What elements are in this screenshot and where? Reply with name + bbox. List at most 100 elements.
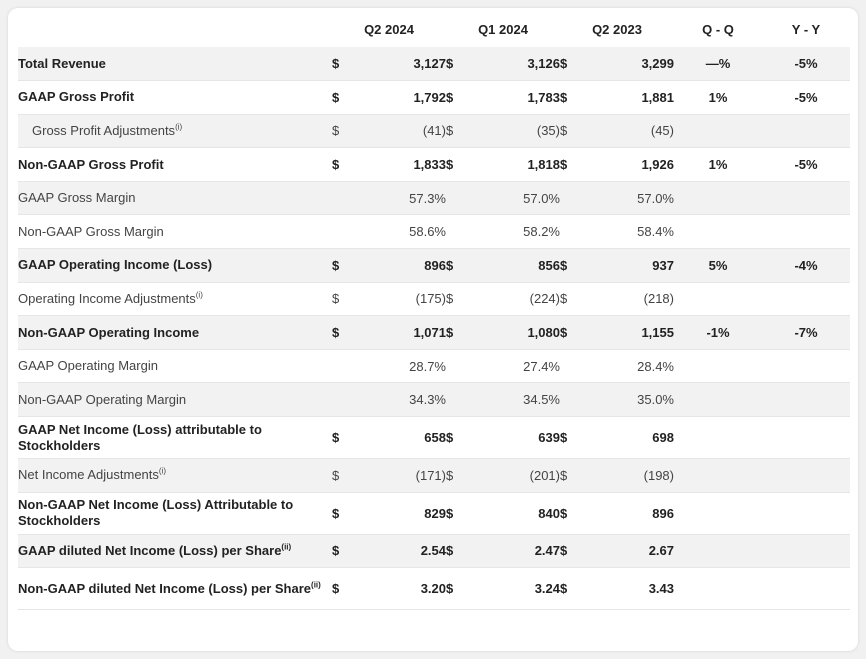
value-q2-2023: 1,926	[590, 147, 674, 182]
value-q2-2024: 34.3%	[362, 382, 446, 418]
currency-q1-2024	[446, 181, 476, 216]
value-q1-2024: 57.0%	[476, 181, 560, 216]
value-q2-2024: 1,071	[362, 315, 446, 350]
change-yy	[762, 534, 850, 569]
currency-q1-2024: $	[446, 492, 476, 535]
table-row: Non-GAAP Operating Margin 34.3% 34.5% 35.0%	[18, 382, 850, 418]
table-row: Non-GAAP Net Income (Loss) Attributable …	[18, 492, 850, 535]
value-q1-2024: 856	[476, 248, 560, 283]
currency-q2-2024: $	[332, 458, 362, 493]
change-qq	[674, 114, 762, 149]
table-row: Non-GAAP Gross Margin 58.6% 58.2% 58.4%	[18, 214, 850, 250]
value-q2-2023: (198)	[590, 458, 674, 493]
currency-q2-2024: $	[332, 282, 362, 317]
value-q2-2024: 829	[362, 492, 446, 535]
currency-q1-2024: $	[446, 567, 476, 611]
currency-q2-2024: $	[332, 47, 362, 82]
row-label: Non-GAAP diluted Net Income (Loss) per S…	[18, 567, 332, 611]
row-label-text: Gross Profit Adjustments	[32, 122, 176, 138]
value-q2-2023: 3.43	[590, 567, 674, 611]
value-q2-2024: (171)	[362, 458, 446, 493]
change-qq: 1%	[674, 147, 762, 182]
value-q1-2024: (35)	[476, 114, 560, 149]
value-q1-2024: 27.4%	[476, 349, 560, 384]
value-q2-2023: 2.67	[590, 534, 674, 569]
value-q1-2024: 1,818	[476, 147, 560, 182]
change-yy	[762, 181, 850, 216]
header-label	[18, 12, 332, 47]
row-label-text: GAAP Operating Income (Loss)	[18, 257, 213, 273]
currency-q2-2024: $	[332, 114, 362, 149]
header-q1-2024: Q1 2024	[478, 22, 528, 37]
table-row: Gross Profit Adjustments(i) $ (41) $ (35) $ (4…	[18, 114, 850, 149]
currency-q1-2024: $	[446, 282, 476, 317]
header-q2-2023: Q2 2023	[592, 22, 642, 37]
value-q2-2023: 698	[590, 416, 674, 460]
value-q2-2023: 3,299	[590, 47, 674, 82]
row-label-text: GAAP Net Income (Loss) attributable to S…	[18, 421, 262, 453]
change-qq: —%	[674, 47, 762, 82]
currency-q1-2024: $	[446, 47, 476, 82]
currency-q1-2024: $	[446, 248, 476, 283]
footnote-marker: (ii)	[281, 542, 292, 552]
currency-q1-2024	[446, 382, 476, 418]
value-q2-2023: 1,155	[590, 315, 674, 350]
value-q2-2023: 1,881	[590, 80, 674, 115]
value-q2-2023: 58.4%	[590, 214, 674, 250]
change-yy	[762, 349, 850, 384]
currency-q2-2024	[332, 382, 362, 418]
value-q1-2024: 2.47	[476, 534, 560, 569]
header-qq: Q - Q	[702, 22, 734, 37]
row-label-text: Net Income Adjustments	[18, 467, 159, 483]
row-label: Non-GAAP Net Income (Loss) Attributable …	[18, 492, 332, 535]
currency-q2-2024	[332, 181, 362, 216]
change-qq	[674, 416, 762, 460]
value-q2-2024: 896	[362, 248, 446, 283]
table-row: GAAP Net Income (Loss) attributable to S…	[18, 416, 850, 460]
value-q1-2024: (201)	[476, 458, 560, 493]
currency-q2-2023	[560, 382, 590, 418]
change-yy: -4%	[762, 248, 850, 283]
financial-summary-card: Q2 2024 Q1 2024 Q2 2023 Q - Q Y - Y Tota…	[8, 8, 858, 651]
row-label-text: GAAP diluted Net Income (Loss) per Share	[18, 542, 282, 558]
change-qq: 5%	[674, 248, 762, 283]
value-q2-2024: (41)	[362, 114, 446, 149]
row-label-text: Non-GAAP Operating Income	[18, 324, 200, 340]
change-yy: -5%	[762, 147, 850, 182]
value-q1-2024: 639	[476, 416, 560, 460]
currency-q2-2023: $	[560, 315, 590, 350]
change-qq	[674, 458, 762, 493]
row-label-text: GAAP Gross Margin	[18, 190, 136, 206]
currency-q2-2023: $	[560, 416, 590, 460]
table-row: GAAP Operating Income (Loss) $896 $856 $937…	[18, 248, 850, 283]
row-label: GAAP Net Income (Loss) attributable to S…	[18, 416, 332, 460]
row-label: GAAP Gross Profit	[18, 80, 332, 115]
financial-summary-table: Q2 2024 Q1 2024 Q2 2023 Q - Q Y - Y Tota…	[18, 12, 850, 611]
footnote-marker: (i)	[175, 122, 183, 132]
value-q1-2024: 1,080	[476, 315, 560, 350]
change-yy: -5%	[762, 80, 850, 115]
currency-q2-2023: $	[560, 492, 590, 535]
currency-q2-2023	[560, 181, 590, 216]
row-label: Non-GAAP Gross Margin	[18, 214, 332, 250]
row-label-text: Operating Income Adjustments	[18, 290, 196, 306]
currency-q2-2023: $	[560, 80, 590, 115]
value-q2-2023: 937	[590, 248, 674, 283]
row-label-text: Non-GAAP Operating Margin	[18, 391, 187, 407]
header-yy: Y - Y	[791, 22, 821, 37]
footnote-marker: (i)	[195, 290, 203, 300]
currency-q2-2024	[332, 349, 362, 384]
row-label: GAAP Gross Margin	[18, 181, 332, 216]
value-q2-2023: 28.4%	[590, 349, 674, 384]
table-row: GAAP diluted Net Income (Loss) per Share…	[18, 534, 850, 569]
currency-q1-2024	[446, 214, 476, 250]
value-q2-2024: (175)	[362, 282, 446, 317]
table-row: GAAP Gross Profit $1,792 $1,783 $1,881 1% -5%	[18, 80, 850, 115]
change-yy	[762, 114, 850, 149]
change-yy: -7%	[762, 315, 850, 350]
value-q2-2024: 57.3%	[362, 181, 446, 216]
currency-q1-2024: $	[446, 416, 476, 460]
change-yy	[762, 492, 850, 535]
currency-q2-2024: $	[332, 80, 362, 115]
change-qq	[674, 382, 762, 418]
